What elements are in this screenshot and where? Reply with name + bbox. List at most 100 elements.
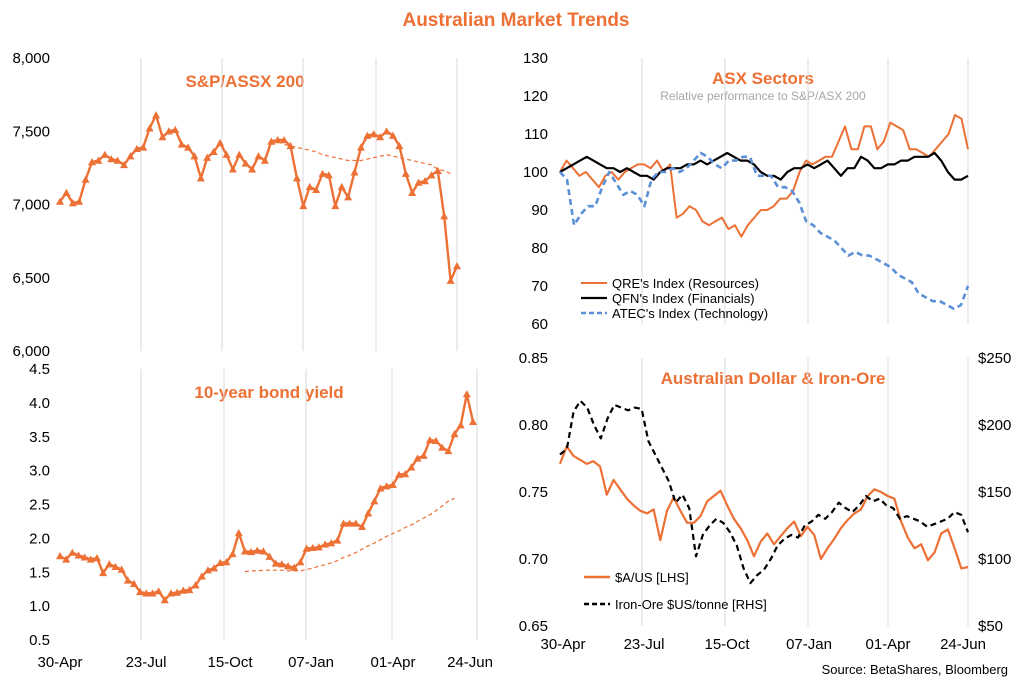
sp-asx-200-line-marker-32 — [260, 156, 269, 164]
sp-asx-200-line-marker-38 — [299, 201, 308, 210]
sp-asx-200-line-marker-61 — [446, 276, 455, 284]
sp-asx-200-line-marker-37 — [292, 174, 301, 182]
bond-yield-line-marker-37 — [284, 562, 293, 570]
sp-asx-200-line-marker-24 — [209, 147, 218, 155]
sp-asx-200-line-marker-56 — [414, 178, 423, 186]
financials-line — [559, 151, 969, 181]
bond-yield-line-marker-63 — [444, 446, 453, 455]
sp-asx-200-line-marker-3 — [75, 197, 84, 205]
y-tick-label-7: 1.0 — [29, 598, 50, 615]
bond-yield-line-marker-28 — [228, 549, 237, 558]
sp-asx-200-line-marker-50 — [376, 133, 385, 141]
bond-yield-line-marker-29 — [234, 528, 243, 537]
y-tick-label-3: 6,500 — [12, 270, 50, 287]
y-tick-label-3: 3.0 — [29, 463, 50, 480]
x-tick-label-4: 01-Apr — [865, 636, 910, 653]
asx-sectors-y-ticks: 130 120 110 100 90 80 70 60 — [523, 50, 548, 333]
y-tick-label-0: 0.85 — [519, 350, 548, 367]
bond-yield-line-marker-58 — [413, 454, 422, 462]
sp-asx-200-line-marker-53 — [395, 141, 404, 150]
bond-yield-line-marker-49 — [358, 522, 367, 531]
sp-asx-200-line-marker-59 — [433, 166, 442, 175]
bond-yield-line-marker-66 — [462, 390, 471, 398]
sp-asx-200-line-marker-5 — [88, 158, 97, 166]
legend-label-resources: QRE's Index (Resources) — [612, 276, 759, 291]
bond-yield-line-marker-18 — [166, 589, 175, 597]
sp-asx-200-line-marker-2 — [68, 199, 77, 207]
bond-yield-line-marker-41 — [308, 543, 317, 552]
aud-line — [558, 445, 969, 570]
sp-asx-200-line-marker-8 — [107, 155, 116, 163]
sp-asx-200-line-marker-31 — [254, 152, 263, 160]
y2-tick-label-4: $50 — [978, 618, 1003, 635]
asx-sectors-grid — [641, 58, 969, 324]
sp-asx-200-line-marker-19 — [177, 140, 186, 148]
aud-iron-ore-x-ticks: 30-Apr 23-Jul 15-Oct 07-Jan 01-Apr 24-Jun — [540, 636, 985, 653]
x-tick-label-5: 24-Jun — [447, 654, 493, 671]
y-tick-label-0: 4.5 — [29, 361, 50, 378]
bond-yield-line-marker-38 — [290, 563, 299, 571]
sp-asx-200-line-marker-6 — [94, 156, 103, 164]
legend-label-aud: $A/US [LHS] — [615, 570, 689, 585]
asx-sectors-series — [559, 114, 970, 311]
bond-yield-line-marker-40 — [302, 544, 311, 552]
sp-asx-200-title: S&P/ASSX 200 — [185, 72, 304, 91]
sp-asx-200-line-marker-45 — [344, 193, 353, 201]
asx-sectors-panel: ASX Sectors Relative performance to S&P/… — [523, 50, 970, 333]
x-tick-label-3: 07-Jan — [288, 654, 334, 671]
sp-asx-200-line-marker-48 — [363, 131, 372, 139]
resources-line — [559, 114, 969, 238]
x-tick-label-5: 24-Jun — [940, 636, 986, 653]
aud-iron-ore-legend: $A/US [LHS] Iron-Ore $US/tonne [RHS] — [584, 570, 767, 612]
sp-asx-200-line-marker-51 — [382, 127, 391, 135]
y-tick-label-5: 2.0 — [29, 530, 50, 547]
bond-yield-line-marker-42 — [314, 543, 323, 551]
bond-yield-line-marker-59 — [419, 451, 428, 459]
y-tick-label-4: 2.5 — [29, 497, 50, 514]
y-tick-label-3: 100 — [523, 164, 548, 181]
bond-yield-line-marker-26 — [216, 558, 225, 566]
sp-asx-200-line-marker-14 — [145, 124, 154, 132]
sp-asx-200-line-marker-30 — [248, 165, 257, 173]
bond-yield-line-marker-9 — [111, 562, 120, 571]
sp-asx-200-line-marker-35 — [280, 136, 289, 144]
bond-yield-line-marker-53 — [382, 482, 391, 490]
bond-yield-line-marker-1 — [62, 555, 71, 563]
bond-yield-line-marker-44 — [327, 539, 336, 547]
bond-yield-line-marker-57 — [407, 463, 416, 471]
bond-yield-line-marker-51 — [370, 497, 379, 505]
y-tick-label-2: 3.5 — [29, 429, 50, 446]
sp-asx-200-line-marker-41 — [318, 169, 327, 177]
bond-yield-x-ticks: 30-Apr 23-Jul 15-Oct 07-Jan 01-Apr 24-Jun — [37, 654, 492, 671]
bond-yield-line-marker-60 — [425, 436, 434, 444]
aud-iron-ore-y2-ticks: $250 $200 $150 $100 $50 — [978, 350, 1011, 635]
bond-yield-line-marker-8 — [105, 560, 114, 568]
bond-yield-line-marker-43 — [321, 540, 330, 548]
bond-yield-series — [56, 390, 477, 604]
bond-yield-line-marker-0 — [56, 551, 64, 560]
bond-yield-grid — [140, 369, 478, 640]
x-tick-label-0: 30-Apr — [540, 636, 585, 653]
sp-asx-200-line-marker-25 — [216, 138, 225, 147]
bond-yield-line-marker-17 — [160, 596, 169, 604]
y-tick-label-5: 80 — [531, 240, 548, 257]
sp-asx-200-line — [59, 113, 459, 282]
x-tick-label-0: 30-Apr — [37, 654, 82, 671]
bond-yield-line-marker-4 — [80, 553, 89, 561]
sp-asx-200-line-marker-47 — [356, 143, 365, 151]
sp-asx-200-line-marker-27 — [228, 165, 237, 173]
bond-yield-line-marker-62 — [438, 443, 447, 451]
sp-asx-200-line-marker-4 — [81, 175, 90, 183]
x-tick-label-2: 15-Oct — [207, 654, 253, 671]
bond-yield-y-ticks: 4.5 4.0 3.5 3.0 2.5 2.0 1.5 1.0 0.5 — [29, 361, 50, 649]
sp-asx-200-line-marker-62 — [453, 262, 461, 270]
y-tick-label-2: 0.75 — [519, 484, 548, 501]
bond-yield-line-marker-61 — [432, 436, 441, 445]
y-tick-label-6: 1.5 — [29, 564, 50, 581]
sp-asx-200-line-marker-15 — [152, 111, 161, 119]
sp-asx-200-line-marker-13 — [139, 143, 148, 151]
aud-iron-ore-grid — [641, 358, 969, 626]
bond-yield-line-marker-19 — [173, 588, 182, 596]
aud-iron-ore-title: Australian Dollar & Iron-Ore — [661, 369, 886, 388]
